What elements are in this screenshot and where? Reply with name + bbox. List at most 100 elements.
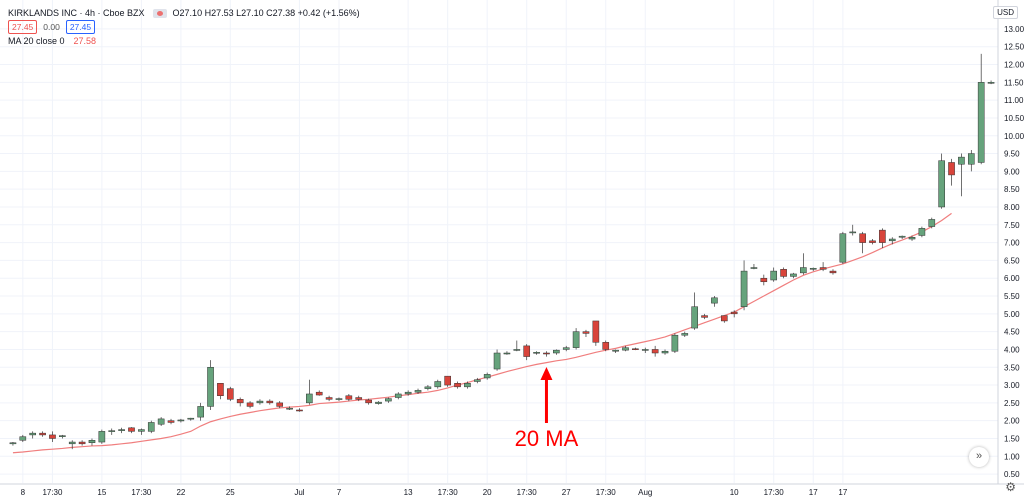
price-tick-label: 4.00 [1004, 345, 1020, 354]
candle-body [108, 430, 116, 432]
candlestick-series [9, 53, 995, 450]
candle [147, 420, 155, 434]
candle [197, 402, 204, 421]
candle-body [88, 440, 96, 444]
candle-body [987, 82, 995, 84]
candle-body [533, 352, 540, 354]
candle [9, 442, 17, 446]
candle-body [849, 231, 857, 234]
visibility-icon[interactable] [152, 8, 167, 18]
bid-ask-row: 27.45 0.00 27.45 [8, 20, 360, 34]
candle [859, 231, 866, 254]
candle [483, 372, 491, 380]
candle-body [543, 352, 550, 355]
candle [444, 375, 451, 387]
spread-value: 0.00 [43, 22, 60, 32]
candle [553, 349, 560, 355]
candle-body [651, 349, 659, 354]
candle-body [177, 419, 185, 422]
candle-body [315, 391, 323, 396]
candle-body [335, 398, 343, 400]
candle [286, 406, 293, 410]
time-tick-label: 17:30 [438, 488, 459, 497]
candle [671, 333, 679, 354]
candle-body [217, 383, 224, 396]
candle [325, 395, 333, 402]
candle [572, 328, 580, 350]
candle-body [483, 374, 491, 379]
symbol-title[interactable]: KIRKLANDS INC · 4h · Cboe BZX [8, 8, 145, 18]
price-tick-label: 1.00 [1004, 452, 1020, 461]
candle-body [908, 237, 916, 240]
candle-body [306, 393, 313, 404]
annotation-label: 20 MA [515, 426, 579, 451]
candle-body [730, 311, 738, 315]
candle [157, 417, 165, 427]
candle [760, 274, 768, 286]
time-tick-label: 17 [809, 488, 818, 497]
candle [622, 345, 629, 352]
candle [29, 431, 37, 439]
scroll-to-latest-icon[interactable]: » [969, 447, 989, 467]
gear-icon[interactable]: ⚙ [1005, 480, 1016, 494]
price-tick-label: 7.50 [1004, 221, 1020, 230]
candle [819, 262, 827, 272]
candle [217, 383, 224, 400]
candle [59, 434, 66, 439]
ma-label: MA 20 close 0 [8, 36, 65, 46]
candle-body [513, 349, 521, 351]
candle-body [592, 320, 600, 343]
candle-body [187, 417, 195, 420]
chart-grid [0, 0, 998, 483]
candle [750, 263, 758, 270]
currency-badge[interactable]: USD [993, 6, 1018, 19]
candle [809, 267, 817, 272]
candle-body [711, 297, 718, 304]
candle-body [888, 238, 896, 242]
time-tick-label: Jul [294, 488, 304, 497]
candle-body [355, 397, 363, 400]
candle [434, 379, 442, 389]
candle-body [839, 233, 847, 263]
price-tick-label: 8.00 [1004, 203, 1020, 212]
candle [958, 153, 965, 197]
candle [246, 401, 254, 409]
price-tick-label: 2.50 [1004, 399, 1020, 408]
candle-body [296, 409, 303, 412]
price-tick-label: 1.50 [1004, 434, 1020, 443]
candle [918, 226, 926, 238]
candle-body [948, 162, 955, 176]
time-tick-label: 27 [562, 488, 571, 497]
candle-body [572, 331, 580, 348]
candle [533, 351, 540, 355]
candle [770, 267, 778, 282]
candle [296, 408, 303, 412]
candle-body [276, 402, 284, 407]
candle [800, 253, 807, 275]
candle [167, 418, 175, 425]
candle-body [345, 395, 353, 400]
candle-body [720, 315, 728, 322]
price-tick-label: 7.00 [1004, 239, 1020, 248]
price-tick-label: 11.00 [1004, 96, 1024, 105]
candle [632, 347, 639, 351]
candle [177, 418, 185, 423]
time-tick-label: Aug [638, 488, 652, 497]
candle [306, 379, 313, 405]
candle-body [266, 400, 274, 404]
candle [404, 390, 412, 396]
bid-price[interactable]: 27.45 [8, 20, 38, 34]
ask-price[interactable]: 27.45 [65, 20, 96, 34]
candle-body [622, 347, 629, 351]
candle-body [602, 342, 610, 350]
annotation-arrow-head [540, 367, 553, 380]
candle [651, 345, 659, 357]
price-tick-label: 8.50 [1004, 185, 1020, 194]
candle-body [68, 441, 76, 445]
candle-body [681, 333, 689, 336]
time-tick-label: 7 [337, 488, 342, 497]
price-tick-label: 5.00 [1004, 310, 1020, 319]
candle [888, 237, 896, 245]
ma-legend-row[interactable]: MA 20 close 0 27.58 [8, 34, 360, 48]
